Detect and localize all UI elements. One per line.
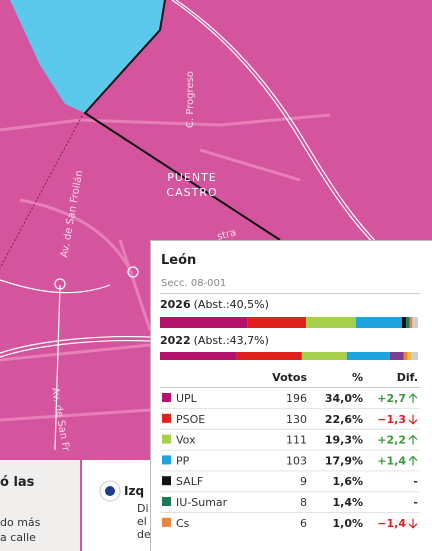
panel-text: el bbox=[137, 515, 147, 528]
bar-segment bbox=[403, 352, 408, 360]
panel bbox=[0, 460, 80, 551]
bar-segment bbox=[236, 352, 302, 360]
district-label: PUENTE bbox=[167, 171, 217, 184]
party-swatch bbox=[162, 393, 171, 402]
party-swatch bbox=[162, 497, 171, 506]
street-label: C. Progreso bbox=[185, 71, 196, 128]
table-header: % bbox=[352, 371, 363, 384]
table-header: Votos bbox=[272, 371, 307, 384]
boundary-line bbox=[0, 115, 83, 269]
panel-text: Di bbox=[137, 502, 149, 515]
party-name: UPL bbox=[176, 392, 198, 405]
bar-segment bbox=[402, 317, 407, 328]
party-name: PP bbox=[176, 454, 190, 467]
district-label: CASTRO bbox=[166, 186, 217, 199]
trend-arrow bbox=[408, 518, 418, 529]
bar-segment bbox=[407, 352, 412, 360]
bar-segment bbox=[355, 317, 403, 328]
difference: −1,3 bbox=[377, 413, 406, 426]
party-swatch bbox=[162, 434, 171, 444]
percent: 34,0% bbox=[325, 392, 363, 405]
party-name: PSOE bbox=[176, 413, 205, 426]
district-border bbox=[83, 0, 281, 241]
difference: - bbox=[413, 475, 418, 488]
trend-arrow bbox=[408, 455, 418, 466]
party-swatch bbox=[162, 455, 171, 465]
bar-segment bbox=[411, 352, 418, 360]
panel-text: ó las bbox=[0, 475, 35, 490]
party-swatch bbox=[162, 517, 171, 527]
difference: +1,4 bbox=[377, 454, 406, 467]
trend-arrow bbox=[408, 414, 418, 425]
party-name: IU-Sumar bbox=[176, 496, 228, 509]
party-swatch bbox=[162, 476, 171, 486]
trend-arrow bbox=[408, 434, 418, 445]
difference: +2,2 bbox=[377, 434, 406, 447]
party-swatch bbox=[162, 413, 171, 423]
panel-text: de bbox=[137, 528, 151, 541]
bar-year: 2022 bbox=[160, 334, 191, 347]
popup-title: León bbox=[161, 253, 196, 268]
votes: 196 bbox=[286, 392, 307, 405]
bar-segment bbox=[160, 317, 248, 328]
party-name: Cs bbox=[176, 517, 190, 530]
percent: 1,6% bbox=[332, 475, 363, 488]
party-name: Vox bbox=[176, 434, 196, 447]
votes: 111 bbox=[286, 434, 307, 447]
popup-section: Secc. 08-001 bbox=[161, 278, 226, 289]
neighbor-district bbox=[10, 0, 165, 113]
percent: 17,9% bbox=[325, 454, 363, 467]
bar-segment bbox=[346, 352, 390, 360]
percent: 1,4% bbox=[332, 496, 363, 509]
panel-text: a calle bbox=[0, 531, 36, 544]
votes: 6 bbox=[300, 517, 307, 530]
difference: +2,7 bbox=[377, 392, 406, 405]
percent: 1,0% bbox=[332, 517, 363, 530]
bar-segment bbox=[389, 352, 404, 360]
votes: 8 bbox=[300, 496, 307, 509]
table-header: Dif. bbox=[397, 371, 418, 384]
bar-segment bbox=[301, 352, 347, 360]
bar-segment bbox=[406, 317, 410, 328]
party-name: SALF bbox=[176, 475, 203, 488]
icon bbox=[105, 486, 115, 496]
panel-text: Izq bbox=[124, 484, 144, 498]
bar-segment bbox=[409, 317, 413, 328]
popup: León Secc. 08-001 2026 (Abst.:40,5%) 2022(… bbox=[150, 240, 432, 551]
difference: - bbox=[413, 496, 418, 509]
votes: 130 bbox=[286, 413, 307, 426]
votes: 9 bbox=[300, 475, 307, 488]
street-label: stra bbox=[216, 227, 238, 243]
trend-arrow bbox=[408, 393, 418, 403]
bar-abstention: (Abst.:43,7%) bbox=[194, 334, 269, 347]
percent: 22,6% bbox=[325, 413, 363, 426]
votes: 103 bbox=[286, 454, 307, 467]
difference: −1,4 bbox=[377, 517, 406, 530]
percent: 19,3% bbox=[325, 434, 363, 447]
bar-segment bbox=[160, 352, 237, 360]
panel-text: do más bbox=[0, 516, 41, 529]
bar-segment bbox=[306, 317, 356, 328]
bar-segment bbox=[247, 317, 307, 328]
bar-segment bbox=[412, 317, 418, 328]
bar-year: 2026 bbox=[160, 298, 191, 311]
bar-abstention: (Abst.:40,5%) bbox=[194, 298, 269, 311]
popup-box bbox=[150, 240, 432, 551]
